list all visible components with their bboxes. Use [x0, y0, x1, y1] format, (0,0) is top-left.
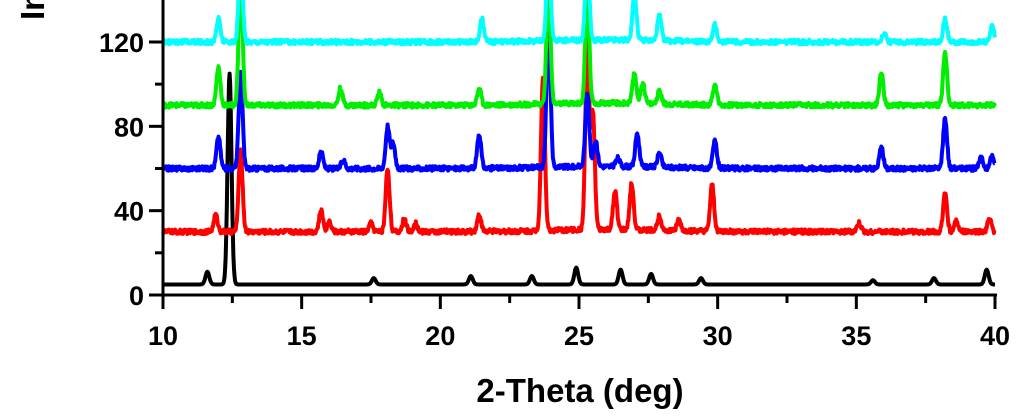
- y-tick-label: 40: [114, 197, 144, 227]
- series-layer: [161, 0, 997, 287]
- axes-layer: 10 15 20 25 30 35 40 0 40 80 120: [99, 0, 1010, 351]
- y-tick-label: 80: [114, 112, 144, 142]
- x-tick-label: 40: [980, 321, 1010, 351]
- x-axis-title: 2-Theta (deg): [476, 372, 683, 409]
- x-tick-label: 20: [425, 321, 455, 351]
- x-tick-label: 25: [564, 321, 594, 351]
- y-tick-label: 120: [99, 28, 144, 58]
- x-tick-label: 10: [148, 321, 178, 351]
- series-line-2: [161, 34, 997, 236]
- series-line-5: [161, 0, 997, 47]
- y-axis-title: Int: [14, 0, 51, 20]
- x-tick-label: 15: [287, 321, 317, 351]
- series-line-4: [161, 0, 997, 110]
- x-tick-label: 30: [703, 321, 733, 351]
- series-line-1: [161, 71, 997, 287]
- y-tick-label: 0: [129, 281, 144, 311]
- x-tick-label: 35: [841, 321, 871, 351]
- series-line-3: [161, 17, 997, 173]
